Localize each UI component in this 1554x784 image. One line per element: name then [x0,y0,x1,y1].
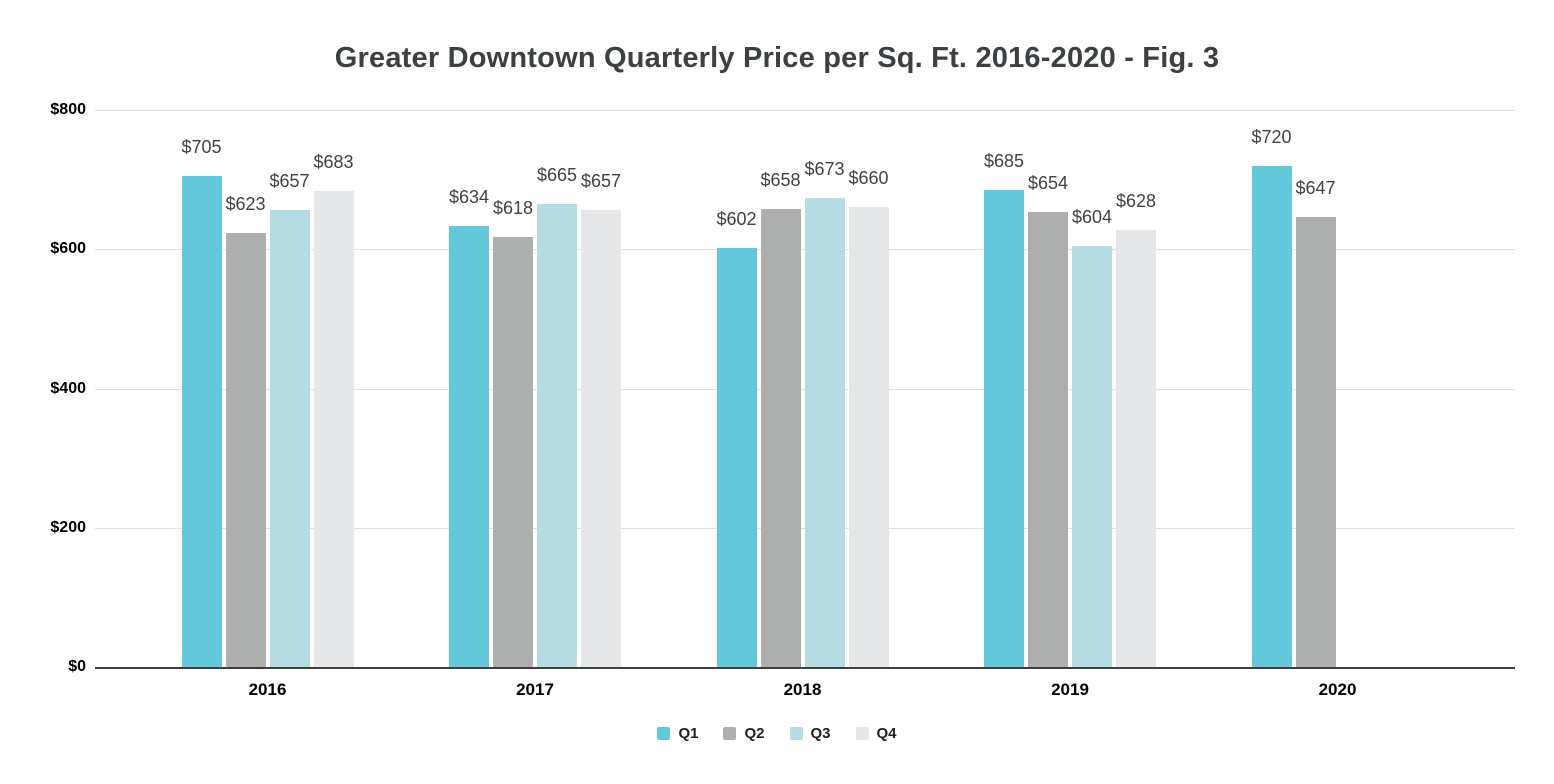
y-axis-tick-label-200: $200 [50,518,86,536]
bar-q3-2016 [269,209,310,667]
legend-swatch-q2 [723,727,737,740]
legend-item-label: Q4 [876,725,897,742]
bar-q4-2018 [848,207,889,667]
y-axis-tick-label-600: $600 [50,240,86,258]
bar-q1-2017 [449,225,489,667]
bar-q2-2020 [1295,216,1336,667]
bar-q2-2019 [1028,211,1068,667]
legend-item-q4: Q4 [855,725,897,742]
bar-value-label-q1-2018: $602 [716,208,757,229]
bar-q1-2016 [181,176,222,667]
bar-q2-2016 [225,233,266,667]
bar-q1-2019 [984,190,1024,667]
y-axis-tick-label-0: $0 [68,658,86,675]
legend-item-label: Q2 [744,725,765,742]
bar-value-label-q3-2016: $657 [269,170,310,191]
bar-value-label-q4-2017: $657 [580,170,622,191]
bar-q4-2019 [1116,229,1156,667]
bar-value-label-q1-2019: $685 [983,151,1025,172]
y-axis-tick-label-800: $800 [50,101,86,118]
x-axis-baseline [95,667,1515,669]
bar-value-label-q2-2019: $654 [1027,172,1069,193]
bar-q3-2018 [804,198,845,667]
x-axis-year-label-2016: 2016 [248,680,287,699]
chart-title: Greater Downtown Quarterly Price per Sq.… [334,42,1220,74]
legend-swatch-q4 [855,727,869,740]
legend-item-label: Q3 [810,725,831,742]
bar-value-label-q3-2019: $604 [1071,207,1113,228]
bar-q2-2017 [493,236,533,667]
legend-item-q3: Q3 [789,725,831,742]
bar-value-label-q4-2019: $628 [1115,190,1157,211]
legend-swatch-q1 [657,727,671,740]
legend: Q1 Q2 Q3 Q4 [0,726,1554,741]
bar-q4-2017 [581,209,621,667]
bar-value-label-q3-2018: $673 [804,159,845,180]
x-axis-year-label-2020: 2020 [1318,680,1357,699]
bar-q3-2019 [1072,246,1112,667]
x-axis-year-label-2018: 2018 [783,680,822,699]
bar-value-label-q2-2020: $647 [1295,177,1336,198]
legend-item-label: Q1 [678,725,699,742]
bar-value-label-q2-2017: $618 [492,197,534,218]
bar-value-label-q2-2016: $623 [225,194,266,215]
bar-value-label-q4-2016: $683 [313,152,354,173]
bar-q1-2018 [716,247,757,667]
x-axis-year-label-2019: 2019 [1051,680,1089,699]
legend-item-q1: Q1 [657,726,698,741]
bar-value-label-q1-2017: $634 [448,186,490,207]
bar-value-label-q4-2018: $660 [848,168,889,189]
legend-swatch-q3 [789,727,803,740]
plot-area: $0 $200 $400 $600 $800 $705 $623 $657 $683 $634 $6… [50,101,1515,675]
bar-value-label-q1-2020: $720 [1251,126,1292,147]
bar-q2-2018 [760,208,801,667]
x-axis-year-label-2017: 2017 [516,680,554,699]
gridline-800 [95,110,1515,111]
y-axis-tick-label-400: $400 [50,379,86,397]
bar-q4-2016 [313,191,354,667]
bar-value-label-q1-2016: $705 [181,137,222,158]
bar-q1-2020 [1251,165,1292,667]
bar-value-label-q3-2017: $665 [536,165,578,185]
bar-q3-2017 [537,204,577,667]
legend-item-q2: Q2 [723,725,765,742]
bar-value-label-q2-2018: $658 [760,169,801,190]
